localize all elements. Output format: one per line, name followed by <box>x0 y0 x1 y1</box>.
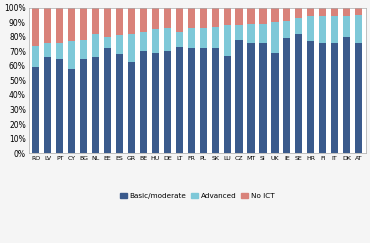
Bar <box>355 43 362 153</box>
Bar <box>152 8 159 29</box>
Bar <box>331 43 338 153</box>
Bar <box>212 8 219 26</box>
Bar <box>319 16 326 43</box>
Bar <box>188 8 195 28</box>
Bar <box>92 57 99 153</box>
Bar <box>212 48 219 153</box>
Bar <box>199 8 207 28</box>
Bar <box>188 28 195 48</box>
Bar <box>235 8 243 25</box>
Bar <box>68 41 75 69</box>
Bar <box>152 53 159 153</box>
Bar <box>32 45 39 67</box>
Bar <box>104 8 111 37</box>
Bar <box>140 51 147 153</box>
Bar <box>343 37 350 153</box>
Bar <box>44 57 51 153</box>
Bar <box>259 43 266 153</box>
Bar <box>199 28 207 48</box>
Bar <box>176 32 183 47</box>
Bar <box>283 38 290 153</box>
Bar <box>140 8 147 32</box>
Bar <box>307 41 314 153</box>
Bar <box>56 59 63 153</box>
Bar <box>307 8 314 16</box>
Bar <box>128 8 135 34</box>
Bar <box>80 40 87 59</box>
Bar <box>295 18 302 34</box>
Bar <box>271 53 279 153</box>
Bar <box>355 15 362 43</box>
Bar <box>319 43 326 153</box>
Bar <box>199 48 207 153</box>
Bar <box>32 8 39 45</box>
Bar <box>283 8 290 21</box>
Bar <box>283 21 290 38</box>
Bar <box>32 67 39 153</box>
Bar <box>56 8 63 43</box>
Bar <box>259 8 266 24</box>
Bar <box>92 8 99 34</box>
Bar <box>248 24 255 43</box>
Bar <box>235 25 243 40</box>
Bar <box>44 43 51 57</box>
Bar <box>307 16 314 41</box>
Bar <box>116 8 123 35</box>
Bar <box>331 8 338 16</box>
Bar <box>44 8 51 43</box>
Bar <box>271 8 279 22</box>
Bar <box>295 8 302 18</box>
Bar <box>343 8 350 16</box>
Bar <box>92 34 99 57</box>
Bar <box>152 29 159 53</box>
Bar <box>128 61 135 153</box>
Bar <box>235 40 243 153</box>
Bar <box>176 47 183 153</box>
Bar <box>176 8 183 32</box>
Bar <box>295 34 302 153</box>
Bar <box>128 34 135 61</box>
Bar <box>116 35 123 54</box>
Bar <box>104 48 111 153</box>
Bar <box>68 8 75 41</box>
Bar <box>164 28 171 51</box>
Bar <box>248 8 255 24</box>
Bar <box>56 43 63 59</box>
Bar <box>223 25 231 56</box>
Bar <box>331 16 338 43</box>
Bar <box>164 51 171 153</box>
Bar <box>80 59 87 153</box>
Bar <box>212 26 219 48</box>
Bar <box>188 48 195 153</box>
Bar <box>223 56 231 153</box>
Bar <box>248 43 255 153</box>
Legend: Basic/moderate, Advanced, No ICT: Basic/moderate, Advanced, No ICT <box>117 190 278 202</box>
Bar <box>271 22 279 53</box>
Bar <box>259 24 266 43</box>
Bar <box>104 37 111 48</box>
Bar <box>355 8 362 15</box>
Bar <box>68 69 75 153</box>
Bar <box>80 8 87 40</box>
Bar <box>140 32 147 51</box>
Bar <box>116 54 123 153</box>
Bar <box>164 8 171 28</box>
Bar <box>343 16 350 37</box>
Bar <box>223 8 231 25</box>
Bar <box>319 8 326 16</box>
